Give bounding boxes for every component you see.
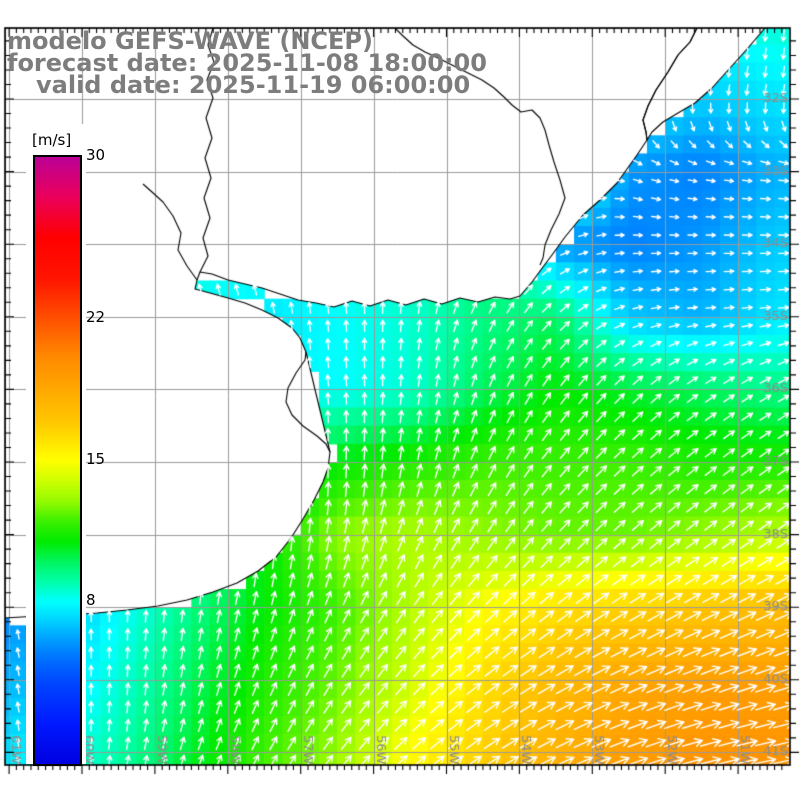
colorbar-tick-22: 22 (86, 307, 106, 326)
valid-date-label: valid date: 2025-11-19 06:00:00 (36, 71, 471, 99)
model-title: modelo GEFS-WAVE (NCEP) (7, 27, 373, 55)
colorbar-gradient (33, 155, 82, 766)
forecast-date-label: forecast date: 2025-11-08 18:00:00 (7, 49, 487, 77)
colorbar-tick-8: 8 (86, 591, 96, 610)
colorbar-tick-15: 15 (86, 449, 106, 468)
colorbar-unit-label: [m/s] (32, 131, 72, 149)
colorbar-tick-30: 30 (86, 146, 106, 164)
